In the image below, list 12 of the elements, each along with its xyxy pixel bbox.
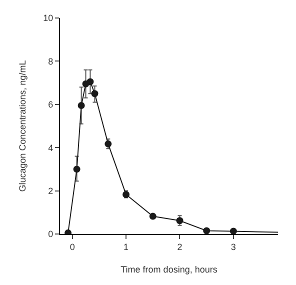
y-tick-label: 6	[48, 100, 54, 110]
x-tick-label: 0	[70, 242, 75, 252]
y-tick-label: 2	[48, 186, 54, 196]
y-tick-label: 8	[48, 56, 54, 66]
y-tick-label: 10	[43, 13, 54, 24]
y-tick-label: 0	[48, 229, 54, 240]
x-axis-title: Time from dosing, hours	[120, 264, 218, 275]
x-tick-label: 3	[230, 242, 236, 252]
y-tick-label: 4	[48, 142, 54, 153]
y-axis-title: Glucagon Concentrations, ng/mL	[18, 60, 28, 192]
x-tick-label: 2	[177, 242, 182, 252]
x-tick-label: 1	[124, 242, 129, 252]
